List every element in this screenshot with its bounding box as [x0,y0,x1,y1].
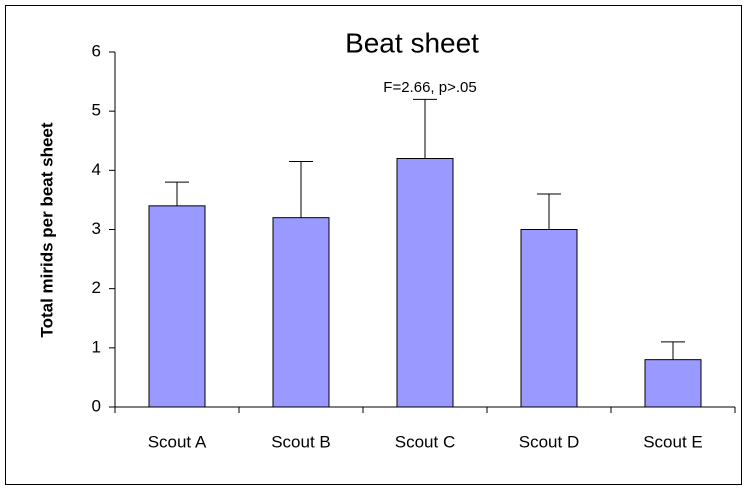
error-bar [165,181,189,206]
x-tick-label: Scout C [395,432,455,451]
error-bar [413,98,437,159]
annotation: F=2.66, p>.05 [383,79,476,96]
y-tick-label: 6 [92,41,101,60]
y-tick-label: 1 [92,337,101,356]
y-tick-label: 3 [92,219,101,238]
bar [644,359,702,408]
x-tick-label: Scout D [519,432,579,451]
error-bar [661,341,685,360]
chart-title: Beat sheet [345,27,479,58]
y-axis-label: Total mirids per beat sheet [37,122,56,337]
error-bar [537,193,561,230]
y-tick-label: 0 [92,396,101,415]
x-tick-label: Scout B [271,432,331,451]
error-bar [289,160,313,218]
bar [272,217,330,408]
chart-frame [5,5,742,485]
bar [396,158,454,408]
y-tick-label: 4 [92,160,101,179]
y-tick-label: 2 [92,278,101,297]
y-tick-label: 5 [92,101,101,120]
bar [520,229,578,408]
x-tick-label: Scout E [643,432,703,451]
bar [148,205,206,408]
x-tick-label: Scout A [148,432,207,451]
